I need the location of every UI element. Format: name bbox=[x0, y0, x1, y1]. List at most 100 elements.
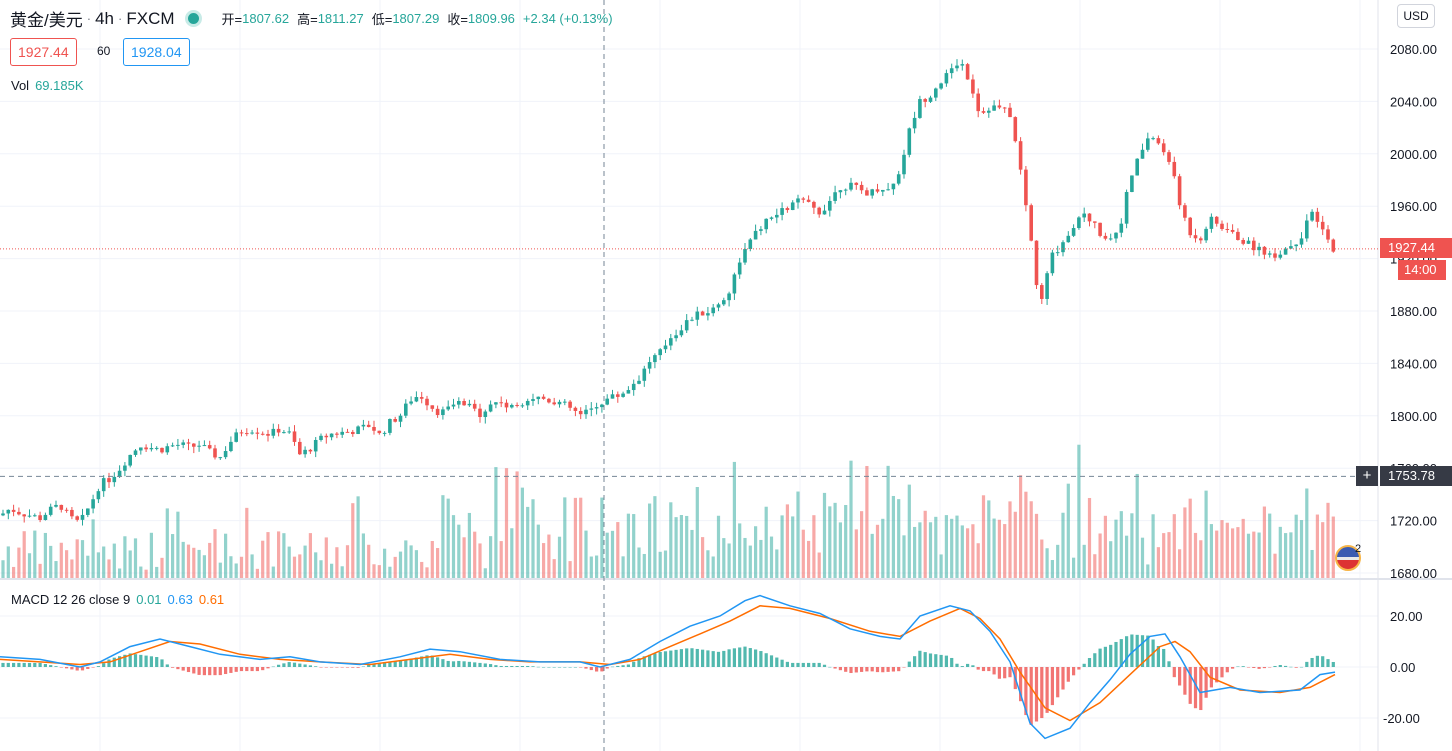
volume-bar bbox=[1331, 516, 1335, 578]
volume-bar bbox=[976, 543, 980, 578]
volume-label: Vol bbox=[11, 78, 30, 93]
macd-histogram-bar bbox=[1146, 635, 1150, 667]
candle-body bbox=[891, 183, 896, 190]
volume-bar bbox=[1310, 549, 1314, 578]
candle-body bbox=[573, 407, 578, 411]
macd-histogram-bar bbox=[499, 665, 503, 667]
interval-label[interactable]: 4h bbox=[95, 8, 114, 28]
macd-histogram-bar bbox=[1061, 667, 1065, 690]
macd-histogram-bar bbox=[1130, 634, 1134, 667]
candle-body bbox=[759, 229, 763, 231]
macd-signal-value: 0.61 bbox=[198, 592, 225, 607]
macd-histogram-bar bbox=[557, 667, 562, 668]
candle-body bbox=[133, 450, 138, 455]
volume-bar bbox=[1130, 513, 1134, 578]
macd-histogram-bar bbox=[600, 667, 604, 672]
price-axis-tick-label: 1880.00 bbox=[1390, 304, 1437, 319]
volume-bar bbox=[372, 564, 376, 578]
volume-bar bbox=[1321, 522, 1325, 578]
candle-body bbox=[91, 499, 95, 509]
macd-histogram-bar bbox=[1008, 667, 1012, 678]
macd-histogram-bar bbox=[218, 667, 222, 676]
low-value: 1807.29 bbox=[392, 11, 440, 26]
macd-histogram-bar bbox=[706, 650, 710, 667]
macd-legend[interactable]: MACD 12 26 close 9 0.01 0.63 0.61 bbox=[11, 592, 224, 607]
volume-bar bbox=[1188, 498, 1192, 578]
volume-bar bbox=[828, 506, 832, 578]
candle-body bbox=[843, 189, 848, 191]
last-price-label: 1927.44 bbox=[1380, 238, 1452, 258]
volume-bar bbox=[939, 554, 943, 578]
candle-body bbox=[1018, 141, 1023, 170]
volume-bar bbox=[1146, 564, 1150, 578]
macd-histogram-bar bbox=[1056, 667, 1060, 698]
candle-body bbox=[488, 404, 493, 412]
macd-histogram-bar bbox=[112, 657, 116, 667]
candle-body bbox=[366, 424, 371, 427]
volume-bar bbox=[621, 556, 625, 578]
macd-histogram-bar bbox=[1109, 644, 1113, 667]
candle-body bbox=[276, 428, 281, 433]
candle-body bbox=[1135, 158, 1139, 176]
candle-body bbox=[1045, 273, 1049, 299]
candle-body bbox=[292, 431, 297, 442]
add-plus-icon[interactable]: + bbox=[1356, 466, 1378, 486]
macd-histogram-bar bbox=[1284, 665, 1288, 667]
us-flag-event-icon[interactable] bbox=[1335, 545, 1361, 571]
volume-bar bbox=[1326, 502, 1330, 578]
symbol-title[interactable]: 黄金/美元 bbox=[10, 11, 83, 30]
volume-bar bbox=[1262, 506, 1266, 578]
volume-bar bbox=[287, 546, 291, 578]
volume-bar bbox=[197, 549, 201, 578]
macd-histogram-bar bbox=[616, 665, 620, 667]
macd-histogram-bar bbox=[658, 652, 662, 667]
volume-bar bbox=[987, 500, 991, 578]
candle-body bbox=[1326, 229, 1330, 240]
volume-bar bbox=[918, 522, 922, 578]
candle-body bbox=[43, 514, 48, 521]
volume-bar bbox=[1008, 501, 1012, 578]
volume-bar bbox=[59, 542, 63, 578]
candle-body bbox=[59, 504, 64, 510]
volume-bar bbox=[854, 529, 858, 578]
candle-body bbox=[748, 239, 753, 249]
volume-bar bbox=[494, 467, 498, 578]
volume-bar bbox=[12, 566, 16, 578]
volume-legend[interactable]: Vol 69.185K bbox=[11, 78, 84, 93]
volume-bar bbox=[1278, 526, 1282, 578]
macd-histogram-bar bbox=[1236, 666, 1240, 667]
macd-histogram-bar bbox=[913, 656, 917, 667]
candle-body bbox=[1161, 143, 1166, 153]
candle-body bbox=[1310, 211, 1314, 221]
candlestick-series bbox=[1, 59, 1336, 526]
macd-hist-value: 0.01 bbox=[136, 592, 162, 607]
candle-body bbox=[139, 447, 143, 451]
candle-body bbox=[245, 433, 249, 435]
sell-price-button[interactable]: 1927.44 bbox=[10, 38, 77, 66]
candle-body bbox=[690, 319, 694, 321]
macd-histogram-bar bbox=[107, 659, 111, 667]
candle-body bbox=[1024, 169, 1028, 206]
macd-histogram-bar bbox=[361, 666, 365, 667]
macd-histogram-bar bbox=[563, 667, 567, 668]
candle-body bbox=[912, 117, 917, 129]
volume-bar bbox=[271, 566, 275, 578]
buy-price-button[interactable]: 1928.04 bbox=[123, 38, 190, 66]
volume-bar bbox=[245, 507, 249, 578]
macd-histogram-bar bbox=[897, 667, 901, 672]
macd-histogram-bar bbox=[430, 655, 434, 667]
volume-bar bbox=[33, 530, 37, 578]
macd-histogram-bar bbox=[838, 667, 842, 671]
candle-body bbox=[494, 402, 498, 405]
candle-body bbox=[64, 509, 69, 511]
candle-body bbox=[790, 202, 795, 211]
volume-bar bbox=[330, 563, 334, 578]
volume-bar bbox=[1178, 549, 1182, 578]
currency-button[interactable]: USD bbox=[1397, 4, 1435, 28]
candle-body bbox=[234, 432, 238, 442]
close-value: 1809.96 bbox=[467, 11, 515, 26]
volume-bar bbox=[149, 532, 153, 578]
macd-histogram-bar bbox=[1225, 667, 1229, 673]
candle-body bbox=[684, 320, 689, 331]
